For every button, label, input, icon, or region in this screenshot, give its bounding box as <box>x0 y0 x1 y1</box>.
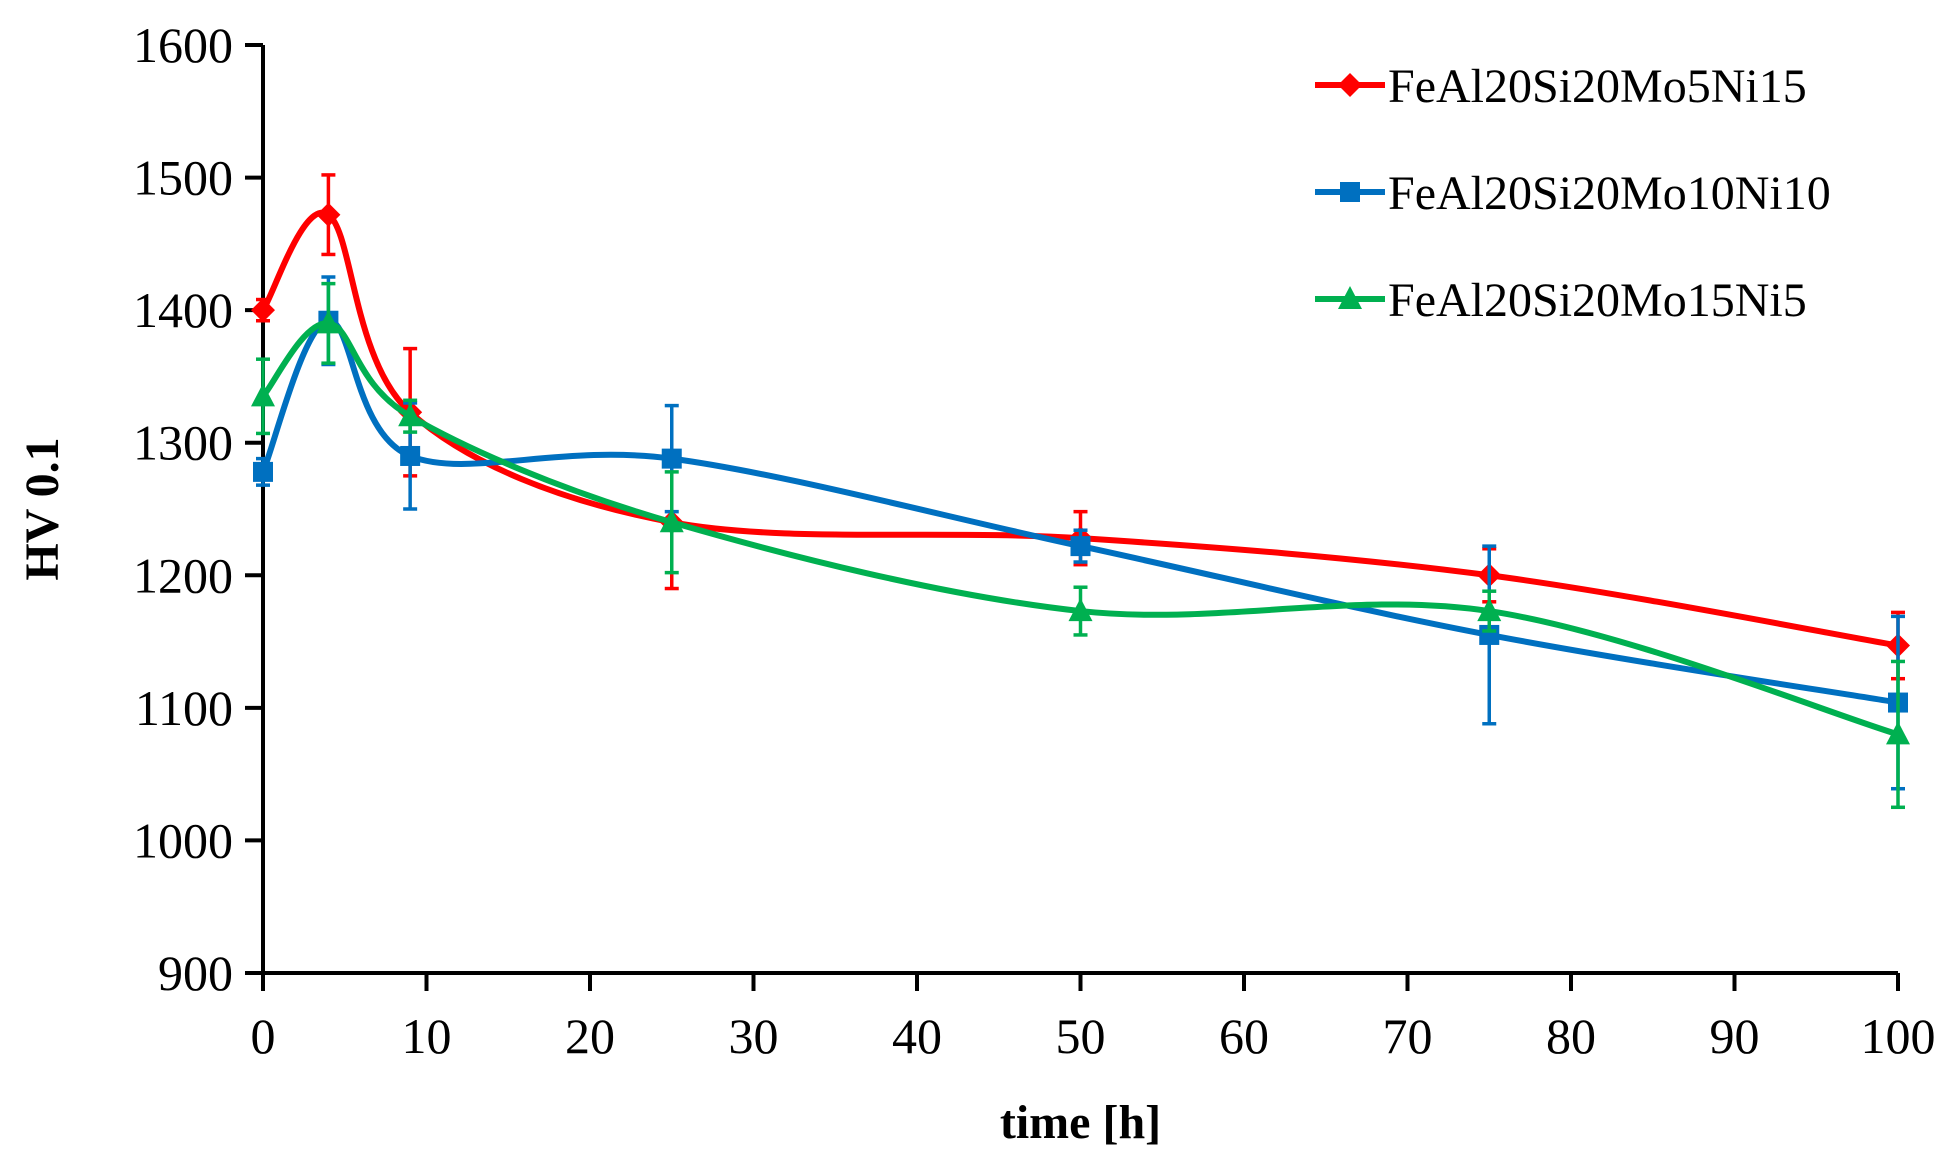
x-tick-label: 40 <box>892 1008 942 1064</box>
x-axis-title: time [h] <box>1000 1096 1161 1149</box>
x-tick-label: 100 <box>1861 1008 1936 1064</box>
x-tick-label: 80 <box>1546 1008 1596 1064</box>
legend-label: FeAl20Si20Mo15Ni5 <box>1388 274 1807 327</box>
series-1 <box>253 275 1908 791</box>
series-layer <box>251 173 1910 810</box>
data-point-triangle <box>316 310 341 334</box>
x-tick-label: 50 <box>1056 1008 1106 1064</box>
y-tick-label: 1400 <box>133 282 233 338</box>
legend-item: FeAl20Si20Mo5Ni15 <box>1315 60 1807 113</box>
y-tick-label: 1300 <box>133 415 233 471</box>
legend-label: FeAl20Si20Mo10Ni10 <box>1388 167 1831 220</box>
x-tick-label: 20 <box>565 1008 615 1064</box>
data-point-square <box>661 448 682 469</box>
data-point-diamond <box>316 202 341 227</box>
x-tick-label: 60 <box>1219 1008 1269 1064</box>
data-point-triangle <box>251 383 275 407</box>
data-point-triangle <box>1477 598 1502 622</box>
data-point-triangle <box>1886 721 1910 745</box>
y-tick-label: 1100 <box>135 680 233 736</box>
series-line <box>260 320 1901 738</box>
data-point-square <box>1340 182 1360 202</box>
data-point-triangle <box>1338 286 1362 309</box>
legend-label: FeAl20Si20Mo5Ni15 <box>1388 60 1807 113</box>
data-point-square <box>400 445 421 466</box>
series-line <box>260 209 1901 649</box>
data-point-square <box>253 461 273 482</box>
data-point-square <box>1070 536 1091 557</box>
legend-item: FeAl20Si20Mo10Ni10 <box>1315 167 1831 220</box>
y-axis-title: HV 0.1 <box>16 437 69 580</box>
x-tick-label: 90 <box>1710 1008 1760 1064</box>
series-2 <box>251 281 1910 810</box>
data-point-diamond <box>251 298 275 323</box>
data-point-triangle <box>398 403 423 427</box>
y-tick-label: 900 <box>158 945 233 1001</box>
x-tick-label: 10 <box>402 1008 452 1064</box>
y-tick-label: 1500 <box>133 150 233 206</box>
data-point-diamond <box>1338 73 1362 97</box>
x-tick-label: 30 <box>729 1008 779 1064</box>
x-tick-label: 0 <box>251 1008 276 1064</box>
legend: FeAl20Si20Mo5Ni15 FeAl20Si20Mo10Ni10 FeAl2… <box>1315 60 1831 327</box>
data-point-triangle <box>1068 598 1093 622</box>
data-point-triangle <box>659 509 684 533</box>
y-tick-label: 1600 <box>133 17 233 73</box>
y-tick-label: 1000 <box>133 812 233 868</box>
x-tick-label: 70 <box>1383 1008 1433 1064</box>
y-tick-label: 1200 <box>133 547 233 603</box>
legend-item: FeAl20Si20Mo15Ni5 <box>1315 274 1807 327</box>
